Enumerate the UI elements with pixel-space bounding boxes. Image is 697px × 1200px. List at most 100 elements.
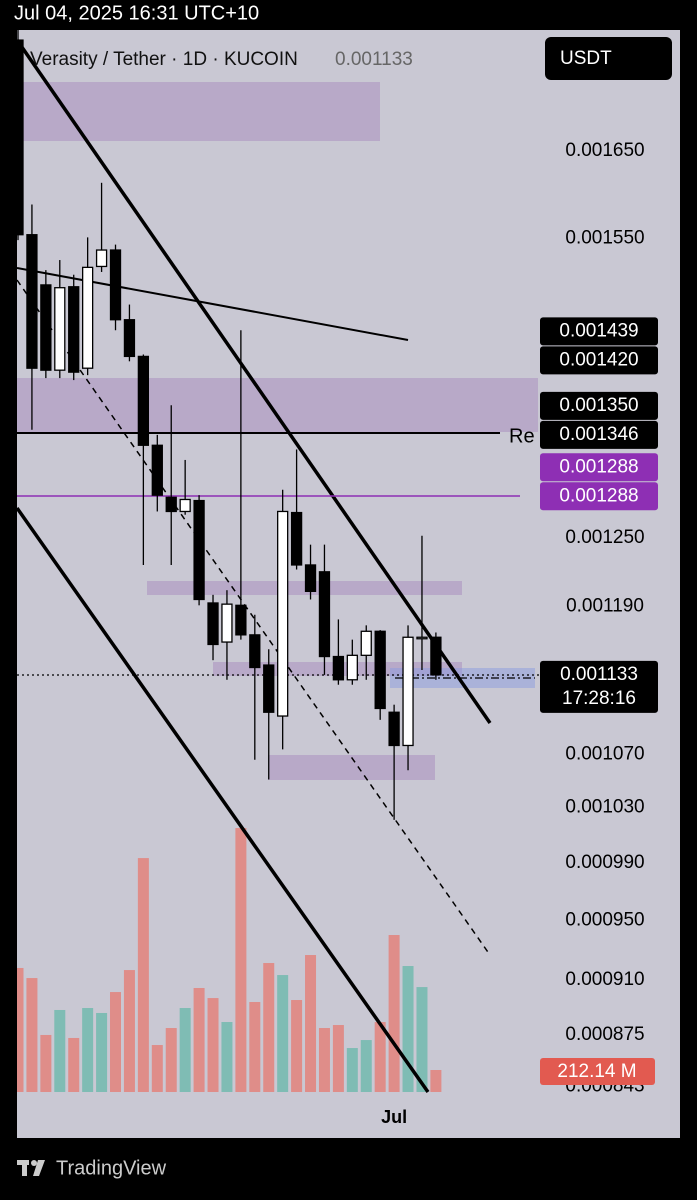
price-label: 0.001288 bbox=[559, 456, 638, 477]
volume-bar bbox=[193, 987, 205, 1092]
volume-bar bbox=[54, 1009, 66, 1092]
trend-line bbox=[17, 506, 430, 1094]
volume-bar bbox=[416, 987, 428, 1092]
volume-bar bbox=[318, 1028, 330, 1092]
price-label-box bbox=[540, 317, 658, 346]
candle-body bbox=[221, 603, 233, 643]
candle-body bbox=[332, 655, 345, 681]
price-label-box bbox=[540, 420, 658, 449]
candle-body bbox=[12, 39, 24, 236]
currency-button[interactable] bbox=[545, 37, 672, 80]
candle-body bbox=[346, 654, 358, 681]
volume-bar bbox=[235, 828, 247, 1092]
volume-bar bbox=[221, 1022, 233, 1092]
volume-bar bbox=[151, 1045, 163, 1092]
candle-body bbox=[151, 444, 163, 496]
zone bbox=[147, 581, 462, 595]
y-tick-label: 0.000875 bbox=[565, 1024, 644, 1045]
price-label-box bbox=[540, 346, 658, 375]
candle-body bbox=[165, 496, 177, 513]
price-label: 0.001420 bbox=[559, 349, 638, 370]
currency-button-label[interactable]: USDT bbox=[560, 48, 612, 69]
volume-bar bbox=[402, 966, 414, 1092]
candle-body bbox=[68, 286, 80, 373]
candle-body bbox=[207, 602, 219, 646]
y-tick-label: 0.000990 bbox=[565, 852, 644, 873]
candle-body bbox=[430, 636, 442, 676]
price-label-box bbox=[540, 391, 658, 420]
volume-layer bbox=[17, 828, 442, 1092]
volume-bar bbox=[388, 935, 400, 1092]
volume-bar bbox=[165, 1028, 177, 1092]
y-tick-label: 0.001250 bbox=[565, 527, 644, 548]
y-tick-label: 0.001070 bbox=[565, 744, 644, 765]
y-tick-label: 0.000910 bbox=[565, 969, 644, 990]
countdown: 17:28:16 bbox=[562, 688, 636, 709]
current-price-box bbox=[540, 660, 658, 713]
candle-body bbox=[123, 319, 136, 358]
candle-body bbox=[388, 711, 400, 747]
candle-body bbox=[40, 284, 52, 371]
dashed-line bbox=[17, 279, 491, 956]
zone bbox=[268, 755, 435, 780]
chart-title: Verasity / Tether · 1D · KUCOIN bbox=[30, 49, 298, 70]
candle-body bbox=[82, 266, 94, 369]
volume-bar bbox=[123, 970, 135, 1092]
price-label: 0.001350 bbox=[559, 395, 638, 416]
volume-bar bbox=[96, 1012, 108, 1092]
y-tick-label: 0.001550 bbox=[565, 227, 644, 248]
volume-bar bbox=[305, 955, 317, 1092]
zone bbox=[17, 82, 380, 141]
volume-label: 212.14 M bbox=[557, 1061, 636, 1082]
candle-body bbox=[277, 510, 289, 717]
price-label: 0.001346 bbox=[559, 424, 638, 445]
candle-body bbox=[235, 604, 247, 636]
candle-body bbox=[318, 571, 331, 658]
volume-label-box bbox=[540, 1058, 655, 1085]
volume-bar bbox=[263, 963, 275, 1092]
volume-bar bbox=[291, 1000, 303, 1092]
candle-body bbox=[179, 498, 191, 513]
price-label: 0.001288 bbox=[559, 485, 638, 506]
volume-bar bbox=[374, 1022, 386, 1092]
zone bbox=[17, 378, 538, 432]
volume-bar bbox=[360, 1040, 372, 1092]
labels: 0.001650 0.001550 0.001250 0.001190 0.001070… bbox=[381, 140, 658, 1127]
price-label-box bbox=[540, 453, 658, 482]
x-tick-label: Jul bbox=[381, 1107, 407, 1127]
candle-body bbox=[374, 630, 386, 710]
current-price: 0.001133 bbox=[560, 664, 638, 685]
volume-bar bbox=[207, 998, 219, 1092]
trend-line bbox=[17, 39, 492, 724]
brand-logo bbox=[17, 1160, 45, 1176]
candles bbox=[12, 30, 442, 820]
volume-bar bbox=[179, 1008, 191, 1092]
volume-bar bbox=[277, 975, 289, 1092]
price-label: 0.001439 bbox=[559, 320, 638, 341]
volume-bar bbox=[26, 978, 38, 1092]
candle-body bbox=[416, 636, 428, 640]
candle-body bbox=[263, 664, 275, 713]
y-tick-label: 0.001030 bbox=[565, 797, 644, 818]
brand: TradingView bbox=[56, 1157, 167, 1179]
candle-body bbox=[249, 634, 261, 669]
price-label-box bbox=[540, 482, 658, 511]
candle-body bbox=[95, 249, 108, 268]
volume-bar bbox=[17, 967, 24, 1092]
candle-body bbox=[137, 355, 150, 446]
candle-body bbox=[360, 630, 372, 656]
volume-bar bbox=[332, 1025, 344, 1092]
volume-bar bbox=[249, 1001, 261, 1092]
volume-bar bbox=[68, 1037, 80, 1092]
candle-body bbox=[26, 234, 38, 369]
candle-body bbox=[402, 636, 414, 747]
y-tick-label: 0.000950 bbox=[565, 909, 644, 930]
volume-bar bbox=[110, 992, 122, 1092]
candle-body bbox=[54, 287, 66, 371]
volume-bar bbox=[137, 858, 149, 1092]
status-bar: Jul 04, 2025 16:31 UTC+10 bbox=[14, 2, 259, 24]
header-price: 0.001133 bbox=[335, 49, 413, 70]
candle-body bbox=[290, 511, 303, 566]
